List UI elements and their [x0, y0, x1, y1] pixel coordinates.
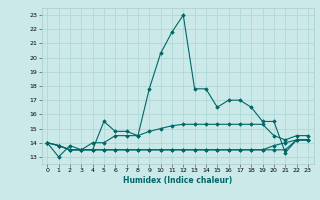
- X-axis label: Humidex (Indice chaleur): Humidex (Indice chaleur): [123, 176, 232, 185]
